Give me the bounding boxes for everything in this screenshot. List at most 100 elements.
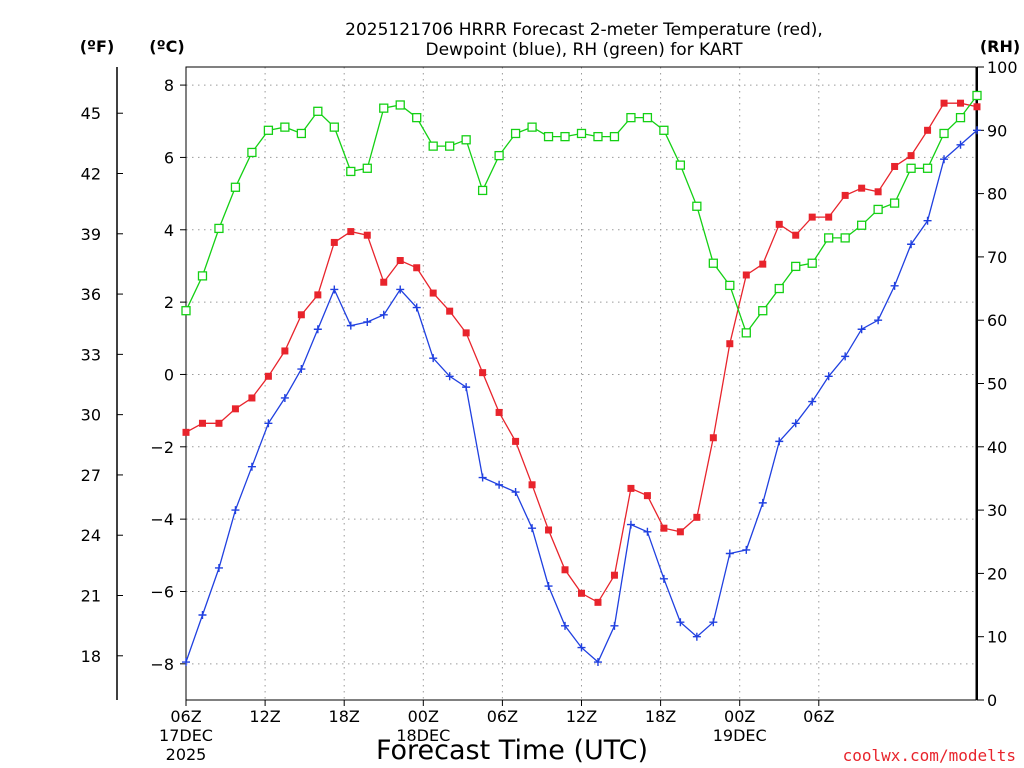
dewpoint-point [626, 520, 635, 529]
temperature-point [248, 394, 256, 402]
dewpoint-point [198, 610, 207, 619]
temperature-point [924, 126, 932, 134]
dewpoint-point [478, 473, 487, 482]
temperature-point [561, 566, 569, 574]
temperature-point [462, 329, 470, 337]
temperature-point [825, 213, 833, 221]
rh-point [840, 233, 850, 243]
temperature-point [759, 260, 767, 268]
rh-point [197, 271, 208, 281]
rh-point [972, 90, 982, 101]
rh-point [395, 100, 405, 110]
dewpoint-point [841, 352, 850, 361]
dewpoint-point [182, 658, 190, 667]
temperature-point [709, 434, 717, 442]
temperature-point [264, 372, 272, 380]
time-tick-label: 18Z [329, 707, 360, 726]
celsius-tick-label: 0 [164, 365, 174, 384]
fahrenheit-tick-label: 21 [81, 587, 101, 606]
rh-point [824, 233, 834, 243]
rh-tick-label: 80 [987, 185, 1007, 204]
time-tick-label: 06Z [803, 707, 834, 726]
dewpoint-point [379, 310, 388, 319]
temperature-point [528, 481, 536, 489]
rh-point [856, 220, 867, 230]
temperature-point [808, 213, 816, 221]
rh-tick-label: 0 [987, 691, 997, 710]
dewpoint-point [907, 240, 916, 249]
temperature-point [907, 152, 915, 160]
dewpoint-point [940, 155, 949, 164]
celsius-tick-label: 4 [164, 221, 174, 240]
dewpoint-point [297, 365, 306, 374]
dewpoint-point [511, 488, 520, 497]
dewpoint-point [775, 437, 784, 446]
rh-tick-label: 70 [987, 248, 1007, 267]
temperature-point [512, 437, 520, 445]
dewpoint-point [214, 563, 223, 572]
dewpoint-point [824, 372, 833, 381]
temperature-point [841, 191, 849, 199]
temperature-point [198, 419, 206, 427]
dewpoint-point [412, 303, 421, 312]
fahrenheit-tick-label: 39 [81, 225, 101, 244]
rh-point [774, 283, 784, 294]
rh-point [725, 280, 735, 291]
rh-point [692, 201, 702, 211]
temperature-point [874, 188, 882, 196]
dewpoint-point [890, 281, 899, 290]
dewpoint-point [495, 480, 504, 489]
fahrenheit-tick-label: 42 [81, 165, 101, 184]
dewpoint-point [676, 618, 685, 627]
rh-point [593, 131, 603, 142]
dewpoint-point [659, 574, 668, 583]
temperature-line [185, 102, 978, 604]
rh-point [214, 223, 224, 234]
dewpoint-point [462, 383, 471, 392]
rh-point [955, 112, 966, 123]
time-tick-label: 18Z [645, 707, 676, 726]
temperature-point [380, 278, 388, 286]
celsius-tick-label: −6 [150, 582, 174, 601]
rh-point [510, 128, 521, 139]
temperature-point [363, 231, 371, 239]
rh-tick-label: 30 [987, 501, 1007, 520]
temperature-point [297, 311, 305, 319]
dewpoint-series [182, 126, 981, 667]
fahrenheit-tick-label: 33 [81, 345, 101, 364]
dewpoint-point [313, 325, 322, 334]
fahrenheit-unit-label: (ºF) [80, 37, 115, 56]
rh-tick-label: 60 [987, 311, 1007, 330]
temperature-point [446, 307, 454, 315]
rh-point [576, 128, 587, 139]
dewpoint-point [692, 632, 701, 641]
celsius-tick-label: 2 [164, 293, 174, 312]
temperature-point [495, 408, 503, 416]
time-tick-label: 00Z [724, 707, 755, 726]
x-axis-label: Forecast Time (UTC) [376, 735, 648, 766]
rh-point [626, 112, 636, 123]
dewpoint-point [363, 318, 372, 327]
rh-point [527, 122, 537, 132]
rh-point [741, 328, 751, 338]
rh-point [889, 198, 900, 208]
fahrenheit-tick-label: 27 [81, 466, 101, 485]
rh-point [791, 261, 801, 272]
temperature-point [314, 291, 322, 299]
rh-point [329, 122, 339, 132]
series [181, 90, 982, 667]
rh-point [230, 182, 241, 192]
rh-point [412, 112, 422, 123]
rh-tick-label: 50 [987, 375, 1007, 394]
title-line-2: Dewpoint (blue), RH (green) for KART [425, 40, 743, 60]
celsius-tick-label: 6 [164, 148, 174, 167]
rh-tick-label: 20 [987, 564, 1007, 583]
fahrenheit-tick-label: 36 [81, 285, 101, 304]
dewpoint-point [396, 285, 405, 294]
rh-tick-label: 100 [987, 58, 1018, 77]
date-label: 19DEC [713, 726, 767, 745]
dewpoint-point [874, 316, 883, 325]
grid [186, 67, 977, 700]
